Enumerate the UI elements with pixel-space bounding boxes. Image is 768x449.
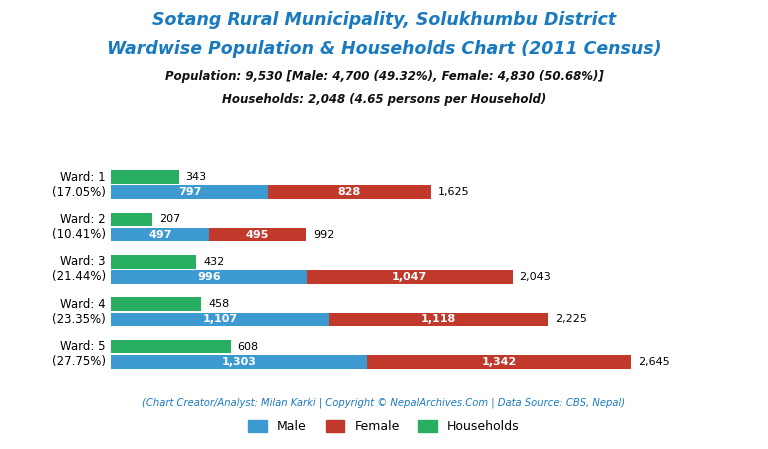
- Bar: [111, 297, 201, 311]
- Text: 432: 432: [203, 257, 224, 267]
- Text: (Chart Creator/Analyst: Milan Karki | Copyright © NepalArchives.Com | Data Sourc: (Chart Creator/Analyst: Milan Karki | Co…: [142, 397, 626, 408]
- Text: 458: 458: [208, 299, 230, 309]
- Text: 1,625: 1,625: [438, 187, 469, 197]
- Text: Sotang Rural Municipality, Solukhumbu District: Sotang Rural Municipality, Solukhumbu Di…: [152, 11, 616, 29]
- Bar: [367, 355, 631, 369]
- Bar: [111, 255, 196, 269]
- Text: 797: 797: [178, 187, 201, 197]
- Text: 207: 207: [159, 214, 180, 224]
- Text: 343: 343: [186, 172, 207, 182]
- Bar: [307, 270, 512, 284]
- Bar: [111, 270, 307, 284]
- Text: Households: 2,048 (4.65 persons per Household): Households: 2,048 (4.65 persons per Hous…: [222, 93, 546, 106]
- Bar: [111, 212, 152, 226]
- Text: 1,303: 1,303: [222, 357, 257, 367]
- Bar: [111, 185, 268, 199]
- Text: 996: 996: [197, 272, 221, 282]
- Text: 992: 992: [313, 229, 334, 240]
- Bar: [268, 185, 431, 199]
- Text: 497: 497: [148, 229, 172, 240]
- Text: Wardwise Population & Households Chart (2011 Census): Wardwise Population & Households Chart (…: [107, 40, 661, 57]
- Text: 608: 608: [237, 342, 259, 352]
- Text: 828: 828: [338, 187, 361, 197]
- Text: 1,047: 1,047: [392, 272, 428, 282]
- Bar: [111, 313, 329, 326]
- Bar: [111, 228, 209, 242]
- Bar: [209, 228, 306, 242]
- Text: 2,043: 2,043: [519, 272, 551, 282]
- Bar: [329, 313, 548, 326]
- Bar: [111, 340, 230, 353]
- Text: 2,645: 2,645: [637, 357, 670, 367]
- Text: 1,342: 1,342: [482, 357, 517, 367]
- Bar: [111, 170, 179, 184]
- Text: 2,225: 2,225: [555, 314, 587, 325]
- Text: 495: 495: [246, 229, 270, 240]
- Bar: [111, 355, 367, 369]
- Text: 1,107: 1,107: [203, 314, 237, 325]
- Text: 1,118: 1,118: [421, 314, 456, 325]
- Text: Population: 9,530 [Male: 4,700 (49.32%), Female: 4,830 (50.68%)]: Population: 9,530 [Male: 4,700 (49.32%),…: [164, 70, 604, 83]
- Legend: Male, Female, Households: Male, Female, Households: [243, 415, 525, 438]
